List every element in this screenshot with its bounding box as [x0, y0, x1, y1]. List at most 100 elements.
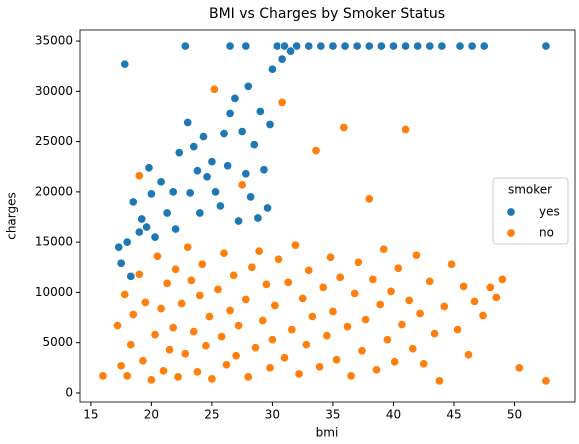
point	[388, 41, 399, 51]
point	[209, 84, 219, 94]
point	[137, 214, 147, 224]
point	[198, 132, 208, 142]
point	[241, 294, 251, 304]
point	[357, 346, 367, 356]
point	[415, 308, 425, 319]
point	[134, 269, 144, 279]
point	[174, 148, 184, 158]
point	[342, 322, 353, 332]
point	[311, 146, 321, 156]
point	[98, 371, 108, 381]
point	[261, 279, 271, 289]
point	[120, 289, 130, 299]
point	[233, 321, 244, 331]
legend-label: no	[539, 226, 554, 240]
point	[497, 274, 507, 284]
point	[138, 356, 148, 366]
point	[273, 254, 284, 264]
point	[116, 361, 126, 371]
point	[243, 81, 253, 91]
point	[292, 41, 302, 51]
point	[298, 293, 308, 303]
point	[162, 208, 172, 218]
point	[237, 180, 247, 190]
point	[455, 41, 465, 51]
y-tick-label: 10000	[35, 285, 73, 299]
point	[361, 315, 371, 325]
point	[277, 97, 287, 107]
point	[122, 237, 132, 247]
point	[350, 288, 360, 298]
point	[114, 242, 124, 252]
point	[189, 327, 199, 337]
point	[180, 349, 190, 359]
point	[277, 54, 287, 64]
point	[246, 192, 256, 202]
point	[301, 340, 311, 350]
point	[225, 108, 235, 118]
y-tick-label: 25000	[35, 134, 73, 148]
point	[150, 232, 160, 242]
point	[162, 278, 172, 288]
point	[201, 341, 211, 351]
point	[541, 376, 551, 386]
point	[112, 321, 123, 331]
x-axis-label: bmi	[316, 426, 339, 440]
point	[126, 271, 136, 281]
point	[316, 41, 326, 51]
point	[249, 140, 259, 150]
x-tick-label: 15	[83, 408, 98, 422]
point	[250, 343, 261, 353]
point	[447, 259, 457, 269]
point	[183, 242, 193, 252]
point	[478, 310, 488, 321]
point	[270, 300, 280, 311]
legend-box	[492, 177, 569, 245]
point	[183, 117, 193, 128]
point	[213, 284, 223, 294]
point	[120, 59, 130, 69]
point	[152, 251, 163, 261]
point	[286, 46, 296, 56]
point	[173, 372, 183, 382]
point	[219, 129, 229, 139]
point	[328, 41, 338, 51]
point	[401, 41, 411, 51]
point	[211, 187, 221, 197]
point	[453, 325, 463, 335]
point	[258, 316, 268, 326]
point	[393, 263, 403, 273]
point	[241, 41, 251, 51]
point	[346, 371, 356, 381]
point	[204, 311, 215, 322]
y-tick-label: 35000	[35, 34, 73, 48]
point	[325, 252, 336, 262]
point	[177, 298, 187, 309]
point	[332, 355, 342, 365]
point	[156, 303, 166, 314]
point	[215, 201, 225, 211]
point	[180, 41, 190, 51]
x-tick-label: 25	[204, 408, 219, 422]
point	[195, 290, 205, 300]
point	[491, 292, 501, 302]
point	[315, 362, 325, 372]
point	[254, 246, 264, 256]
point	[328, 306, 338, 317]
point	[382, 335, 392, 345]
point	[459, 281, 469, 291]
point	[294, 369, 304, 379]
point	[142, 222, 152, 232]
point	[223, 161, 233, 171]
legend-label: yes	[539, 205, 560, 219]
point	[318, 282, 328, 292]
point	[375, 299, 385, 310]
point	[364, 41, 374, 51]
point	[376, 41, 386, 51]
point	[434, 376, 444, 386]
point	[253, 213, 263, 223]
point	[307, 311, 317, 322]
point	[171, 224, 181, 234]
point	[116, 258, 126, 268]
